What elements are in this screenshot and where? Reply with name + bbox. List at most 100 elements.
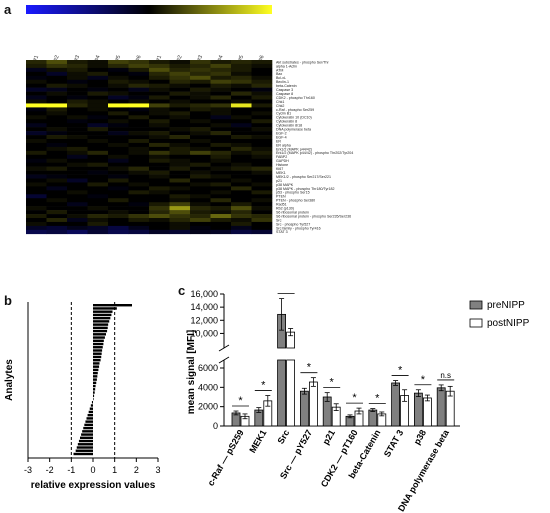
heatmap-cell — [87, 103, 109, 108]
bar-prenipp — [413, 392, 423, 427]
heatmap-cell — [169, 166, 191, 171]
heatmap-cell — [87, 67, 109, 73]
heatmap-cell — [46, 87, 68, 92]
heatmap-cell — [26, 103, 47, 108]
waterfall-bar — [93, 378, 97, 381]
heatmap-cell — [108, 71, 129, 77]
heatmap-cell — [67, 154, 88, 160]
heatmap-cell — [190, 194, 211, 199]
waterfall-bar — [83, 426, 93, 430]
heatmap-cell — [190, 158, 211, 163]
waterfall-bar — [93, 368, 99, 372]
heatmap-cell — [210, 99, 232, 104]
heatmap-cell — [128, 63, 150, 69]
heatmap-cell — [169, 63, 191, 69]
heatmap-row-label: Src family - phospho Tyr416 — [276, 226, 321, 230]
heatmap-cell — [231, 214, 252, 219]
heatmap-cell — [169, 225, 191, 231]
heatmap-cell — [26, 119, 47, 124]
heatmap-cell — [251, 95, 273, 100]
heatmap-cell — [87, 186, 109, 191]
heatmap-cell — [190, 166, 211, 171]
heatmap-cell — [231, 154, 252, 160]
heatmap-cell — [26, 131, 47, 136]
heatmap-cell — [108, 83, 129, 88]
heatmap-cell — [108, 87, 129, 92]
heatmap-cell — [210, 225, 232, 231]
heatmap-cell — [251, 178, 273, 183]
colorbar-min-label: -2.0 — [26, 18, 37, 24]
panel-letter-c: c — [178, 283, 186, 298]
heatmap-cell — [169, 119, 191, 124]
heatmap-cell — [128, 198, 150, 203]
heatmap-row-label: Cytokeratin 8 — [276, 120, 297, 124]
heatmap-cell — [26, 174, 47, 179]
heatmap-cell — [149, 131, 170, 136]
heatmap-cell — [87, 170, 109, 175]
heatmap-cell — [169, 229, 191, 235]
heatmap-row-label: EGF-2 — [276, 131, 287, 135]
heatmap-cell — [26, 206, 47, 211]
heatmap-cell — [251, 91, 273, 96]
waterfall-bar — [88, 410, 93, 414]
waterfall-bar — [93, 323, 109, 326]
heatmap-cell — [251, 202, 273, 207]
heatmap-cell — [251, 103, 273, 108]
heatmap-cell — [169, 210, 191, 215]
heatmap-cell — [190, 60, 211, 65]
heatmap-cell — [67, 166, 88, 171]
heatmap-cell — [149, 178, 170, 183]
heatmap-cell — [231, 210, 252, 215]
heatmap-cell — [190, 182, 211, 187]
bar-y-tick-label: 2000 — [198, 402, 218, 412]
heatmap-cell — [190, 142, 211, 148]
bar-y-label: mean signal [MFI] — [186, 330, 197, 414]
heatmap-cell — [251, 127, 273, 132]
heatmap-cell — [26, 170, 47, 175]
heatmap-cell — [108, 135, 129, 140]
heatmap-cell — [149, 67, 170, 73]
heatmap-cell — [210, 131, 232, 136]
heatmap-cell — [231, 131, 252, 136]
heatmap-cell — [149, 198, 170, 203]
heatmap-cell — [210, 178, 232, 183]
heatmap-cell — [149, 119, 170, 124]
heatmap-cell — [87, 75, 109, 81]
heatmap-cell — [26, 166, 47, 171]
heatmap-cell — [108, 119, 129, 124]
heatmap-row-label: DNA polymerase beta — [276, 128, 311, 132]
heatmap-cell — [251, 186, 273, 191]
heatmap-cell — [128, 210, 150, 215]
heatmap-cell — [190, 178, 211, 183]
heatmap-cell — [46, 123, 68, 128]
heatmap-cell — [210, 174, 232, 179]
heatmap-cell — [26, 111, 47, 116]
waterfall-x-tick-label: 3 — [155, 465, 160, 475]
heatmap-cell — [128, 162, 150, 167]
heatmap-cell — [87, 91, 109, 96]
heatmap-cell — [128, 127, 150, 132]
heatmap-cell — [190, 95, 211, 100]
heatmap-cell — [46, 63, 68, 69]
heatmap-cell — [87, 83, 109, 88]
heatmap-cell — [251, 60, 273, 65]
heatmap-row-label: Akt substrates - phospho Ser/Thr — [276, 60, 330, 64]
waterfall-bar — [93, 346, 103, 349]
heatmap-cell — [210, 190, 232, 195]
heatmap-row-label: PTEN — [276, 195, 286, 199]
heatmap-cell — [67, 142, 88, 148]
heatmap-cell — [108, 202, 129, 207]
heatmap-cell — [149, 186, 170, 191]
heatmap-row-label: Bax — [276, 72, 282, 76]
bar-category-label: Src — [275, 428, 291, 446]
significance-marker: * — [398, 365, 403, 377]
heatmap-cell — [108, 166, 129, 171]
waterfall-bar — [93, 365, 100, 368]
heatmap-panel: -2.0 0.0 2.0 preNIPP #1preNIPP #2preNIPP… — [25, 5, 353, 235]
heatmap-cell — [190, 63, 211, 69]
heatmap-cell — [26, 91, 47, 96]
heatmap-cell — [128, 60, 150, 65]
heatmap-cell — [108, 190, 129, 195]
heatmap-cell — [210, 229, 232, 235]
heatmap-cell — [251, 210, 273, 215]
